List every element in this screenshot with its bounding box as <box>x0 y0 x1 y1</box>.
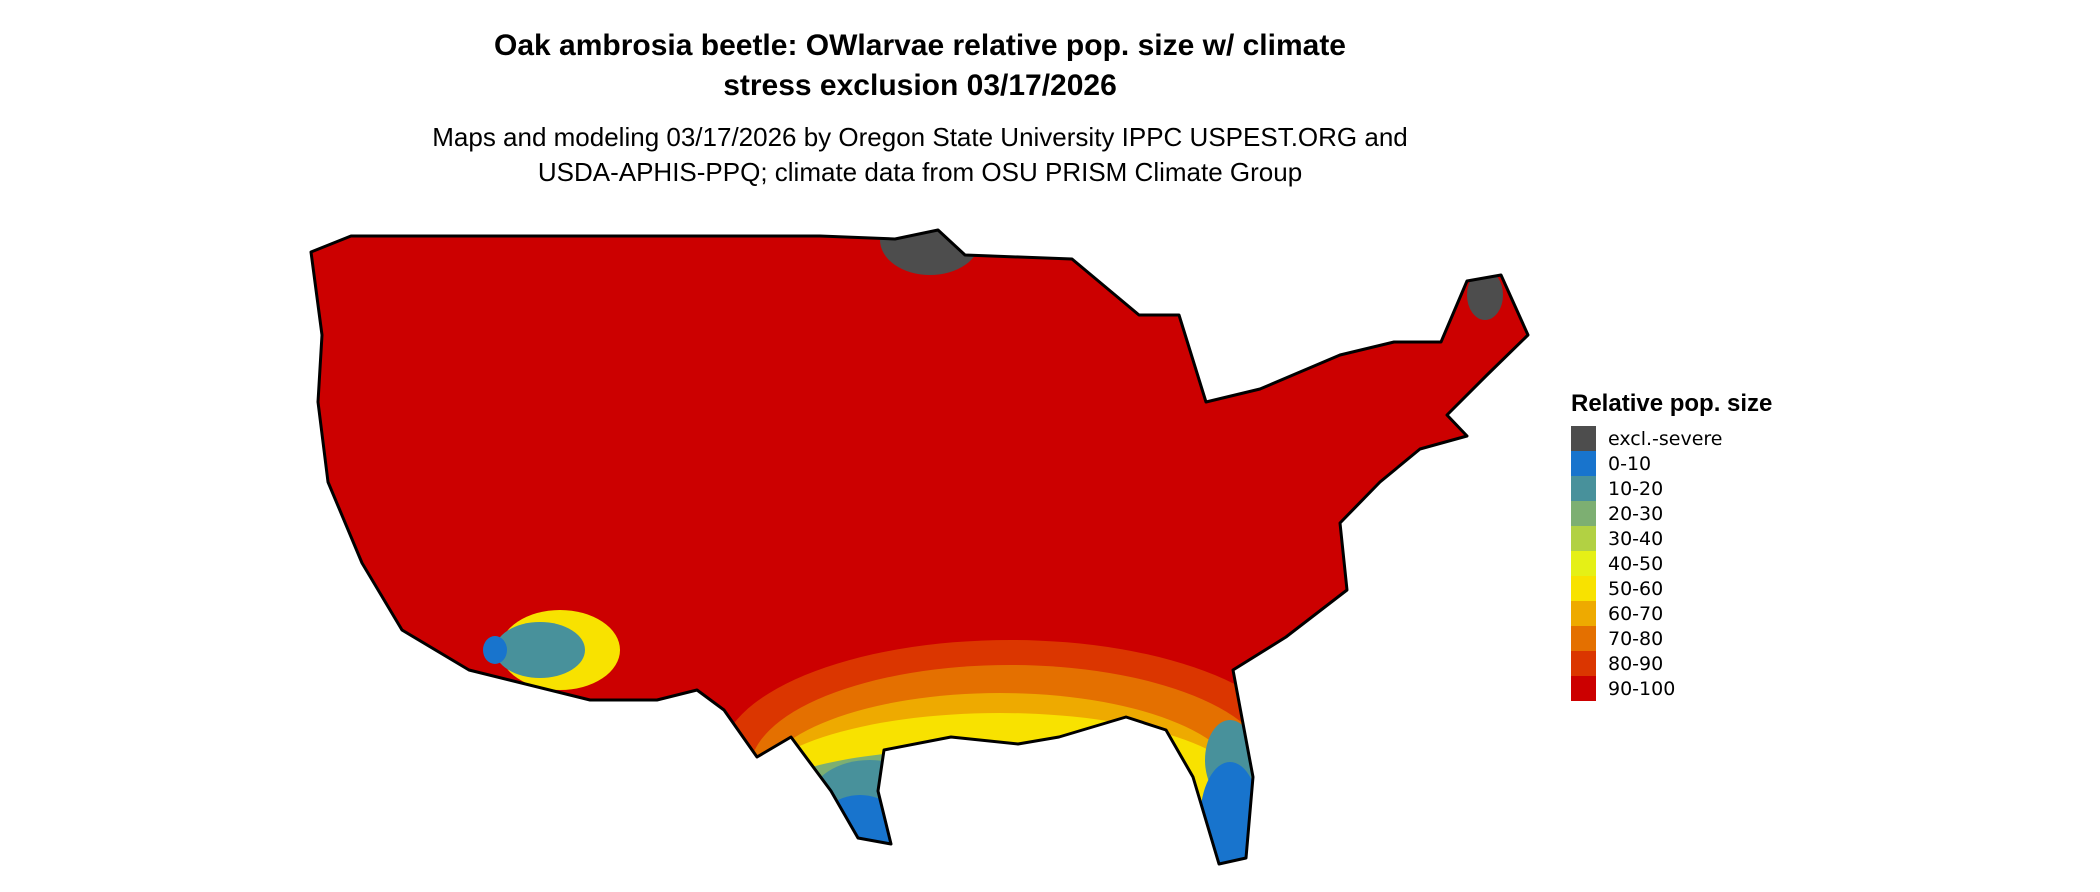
map-fill <box>311 230 1528 864</box>
legend-swatch <box>1571 526 1596 551</box>
legend-label: excl.-severe <box>1608 427 1723 450</box>
region-southwest-10-20 <box>495 622 585 678</box>
map-title: Oak ambrosia beetle: OWlarvae relative p… <box>420 26 1420 106</box>
map-subtitle: Maps and modeling 03/17/2026 by Oregon S… <box>370 120 1470 190</box>
legend-label: 40-50 <box>1608 552 1664 575</box>
legend-swatch <box>1571 451 1596 476</box>
us-outline <box>309 228 1530 866</box>
legend-label: 20-30 <box>1608 502 1664 525</box>
legend-item: 50-60 <box>1571 576 1772 601</box>
legend-item: 0-10 <box>1571 451 1772 476</box>
legend-item: 80-90 <box>1571 651 1772 676</box>
legend-item: excl.-severe <box>1571 426 1772 451</box>
legend-label: 50-60 <box>1608 577 1664 600</box>
legend-item: 70-80 <box>1571 626 1772 651</box>
region-southwest-0-10 <box>483 636 507 664</box>
legend-label: 70-80 <box>1608 627 1664 650</box>
region-0-10-texas <box>815 795 905 864</box>
legend-title: Relative pop. size <box>1571 390 1773 417</box>
region-50-60 <box>750 713 1250 864</box>
legend-label: 10-20 <box>1608 477 1664 500</box>
legend-label: 30-40 <box>1608 527 1664 550</box>
legend-item: 60-70 <box>1571 601 1772 626</box>
legend-swatch <box>1571 626 1596 651</box>
title-line-1: Oak ambrosia beetle: OWlarvae relative p… <box>493 29 1346 62</box>
legend-swatch <box>1571 676 1596 701</box>
region-20-30 <box>740 750 1180 864</box>
legend-swatch <box>1571 476 1596 501</box>
legend-item: 30-40 <box>1571 526 1772 551</box>
subtitle-line-2: USDA-APHIS-PPQ; climate data from OSU PR… <box>537 157 1303 187</box>
region-excl-maine <box>1467 270 1503 320</box>
legend-swatch <box>1571 601 1596 626</box>
legend-swatch <box>1571 551 1596 576</box>
legend-item: 90-100 <box>1571 676 1772 701</box>
legend: Relative pop. size excl.-severe 0-10 10-20… <box>1571 390 1772 701</box>
legend-item: 10-20 <box>1571 476 1772 501</box>
legend-label: 60-70 <box>1608 602 1664 625</box>
legend-item: 40-50 <box>1571 551 1772 576</box>
legend-swatch <box>1571 576 1596 601</box>
region-90-100 <box>311 230 1528 864</box>
legend-label: 0-10 <box>1608 452 1652 475</box>
subtitle-line-1: Maps and modeling 03/17/2026 by Oregon S… <box>432 122 1408 152</box>
legend-swatch <box>1571 651 1596 676</box>
region-excl-minnesota <box>880 230 980 275</box>
legend-label: 90-100 <box>1608 677 1676 700</box>
legend-swatch <box>1571 426 1596 451</box>
title-line-2: stress exclusion 03/17/2026 <box>723 69 1117 102</box>
legend-item: 20-30 <box>1571 501 1772 526</box>
legend-swatch <box>1571 501 1596 526</box>
legend-label: 80-90 <box>1608 652 1664 675</box>
